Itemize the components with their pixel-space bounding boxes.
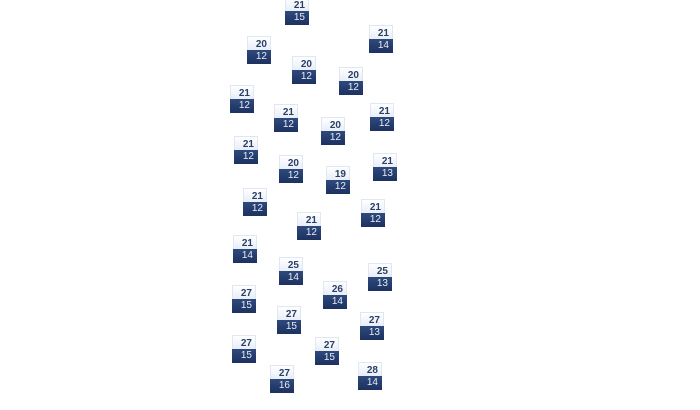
low-temperature: 15 [232, 299, 256, 313]
temperature-marker[interactable]: 21 12 [243, 188, 267, 216]
high-temperature: 19 [326, 166, 350, 180]
low-temperature: 15 [315, 351, 339, 365]
temperature-marker[interactable]: 27 16 [270, 365, 294, 393]
high-temperature: 20 [321, 117, 345, 131]
temperature-marker[interactable]: 20 12 [339, 67, 363, 95]
low-temperature: 15 [277, 320, 301, 334]
low-temperature: 12 [361, 213, 385, 227]
low-temperature: 13 [368, 277, 392, 291]
low-temperature: 12 [243, 202, 267, 216]
low-temperature: 12 [274, 118, 298, 132]
temperature-marker[interactable]: 21 12 [361, 199, 385, 227]
low-temperature: 13 [360, 326, 384, 340]
high-temperature: 27 [270, 365, 294, 379]
temperature-marker[interactable]: 27 15 [232, 285, 256, 313]
low-temperature: 14 [279, 271, 303, 285]
high-temperature: 27 [232, 335, 256, 349]
temperature-marker[interactable]: 20 12 [321, 117, 345, 145]
temperature-marker[interactable]: 20 12 [292, 56, 316, 84]
low-temperature: 12 [326, 180, 350, 194]
temperature-marker[interactable]: 25 14 [279, 257, 303, 285]
high-temperature: 21 [285, 0, 309, 11]
temperature-marker[interactable]: 21 12 [230, 85, 254, 113]
temperature-marker[interactable]: 21 12 [297, 212, 321, 240]
high-temperature: 21 [361, 199, 385, 213]
high-temperature: 27 [232, 285, 256, 299]
temperature-marker[interactable]: 27 15 [232, 335, 256, 363]
low-temperature: 15 [285, 11, 309, 25]
low-temperature: 14 [233, 249, 257, 263]
high-temperature: 20 [292, 56, 316, 70]
temperature-marker[interactable]: 20 12 [247, 36, 271, 64]
high-temperature: 21 [373, 153, 397, 167]
low-temperature: 12 [339, 81, 363, 95]
temperature-marker[interactable]: 21 12 [370, 103, 394, 131]
high-temperature: 21 [297, 212, 321, 226]
high-temperature: 21 [233, 235, 257, 249]
low-temperature: 12 [297, 226, 321, 240]
temperature-marker[interactable]: 27 13 [360, 312, 384, 340]
low-temperature: 16 [270, 379, 294, 393]
high-temperature: 21 [243, 188, 267, 202]
temperature-marker[interactable]: 21 12 [234, 136, 258, 164]
low-temperature: 15 [232, 349, 256, 363]
high-temperature: 26 [323, 281, 347, 295]
low-temperature: 12 [247, 50, 271, 64]
temperature-marker[interactable]: 20 12 [279, 155, 303, 183]
high-temperature: 20 [247, 36, 271, 50]
low-temperature: 12 [234, 150, 258, 164]
high-temperature: 21 [230, 85, 254, 99]
temperature-marker[interactable]: 25 13 [368, 263, 392, 291]
low-temperature: 14 [369, 39, 393, 53]
temperature-marker[interactable]: 21 13 [373, 153, 397, 181]
high-temperature: 25 [279, 257, 303, 271]
low-temperature: 12 [321, 131, 345, 145]
high-temperature: 27 [360, 312, 384, 326]
temperature-marker[interactable]: 21 12 [274, 104, 298, 132]
temperature-marker[interactable]: 19 12 [326, 166, 350, 194]
high-temperature: 28 [358, 362, 382, 376]
high-temperature: 20 [339, 67, 363, 81]
temperature-marker[interactable]: 27 15 [277, 306, 301, 334]
high-temperature: 27 [315, 337, 339, 351]
low-temperature: 12 [230, 99, 254, 113]
temperature-marker[interactable]: 26 14 [323, 281, 347, 309]
low-temperature: 12 [370, 117, 394, 131]
high-temperature: 20 [279, 155, 303, 169]
low-temperature: 14 [323, 295, 347, 309]
high-temperature: 21 [370, 103, 394, 117]
low-temperature: 12 [279, 169, 303, 183]
high-temperature: 25 [368, 263, 392, 277]
high-temperature: 21 [369, 25, 393, 39]
temperature-marker[interactable]: 21 15 [285, 0, 309, 25]
temperature-marker[interactable]: 28 14 [358, 362, 382, 390]
high-temperature: 21 [234, 136, 258, 150]
high-temperature: 21 [274, 104, 298, 118]
low-temperature: 14 [358, 376, 382, 390]
low-temperature: 13 [373, 167, 397, 181]
temperature-marker[interactable]: 21 14 [233, 235, 257, 263]
low-temperature: 12 [292, 70, 316, 84]
high-temperature: 27 [277, 306, 301, 320]
temperature-marker[interactable]: 27 15 [315, 337, 339, 365]
temperature-marker[interactable]: 21 14 [369, 25, 393, 53]
